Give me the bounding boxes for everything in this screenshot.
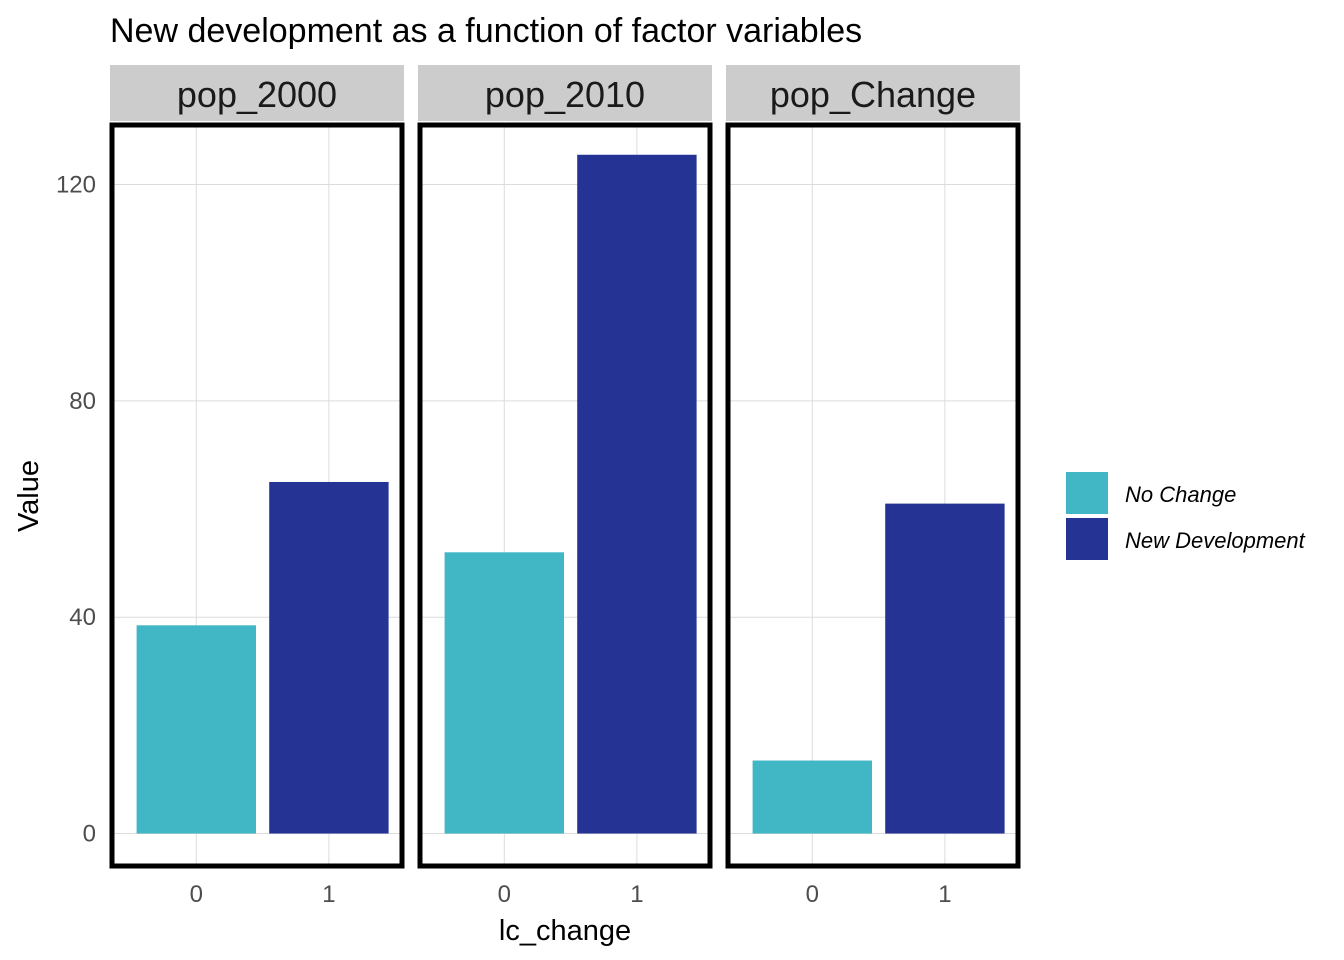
bar [136, 625, 256, 834]
panel-border [109, 122, 405, 869]
bar [269, 481, 389, 834]
x-axis-title: lc_change [499, 915, 631, 947]
facet-strip [110, 65, 404, 121]
facet-strip [418, 65, 712, 121]
bar [885, 503, 1005, 834]
x-tick-label: 0 [806, 881, 819, 908]
legend-swatch [1066, 472, 1108, 514]
facet-panels: pop_2000 0 1 pop_2010 0 1 pop_Change 0 1 [109, 65, 1021, 908]
legend-swatch [1066, 518, 1108, 560]
panel-border [725, 122, 1021, 869]
facet-panel: pop_2010 0 1 [417, 65, 713, 908]
bar [444, 552, 564, 834]
legend-label: New Development [1125, 528, 1306, 553]
x-tick-label: 1 [938, 881, 951, 908]
x-tick-label: 1 [322, 881, 335, 908]
facet-strip [726, 65, 1020, 121]
bar [577, 154, 697, 834]
x-tick-label: 0 [190, 881, 203, 908]
y-tick-label: 0 [83, 821, 96, 848]
y-tick-label: 120 [56, 171, 96, 198]
facet-strip-label: pop_2000 [177, 74, 337, 115]
legend-label: No Change [1125, 482, 1236, 507]
facet-strip-label: pop_2010 [485, 74, 645, 115]
panel-border [417, 122, 713, 869]
chart-title: New development as a function of factor … [110, 12, 862, 50]
bar [752, 760, 872, 834]
y-tick-label: 40 [69, 604, 96, 631]
legend-item: No Change [1066, 472, 1236, 514]
facet-panel: pop_Change 0 1 [725, 65, 1021, 908]
facet-strip-label: pop_Change [770, 74, 976, 115]
x-tick-label: 0 [498, 881, 511, 908]
x-tick-label: 1 [630, 881, 643, 908]
facet-panel: pop_2000 0 1 [109, 65, 405, 908]
y-axis-title: Value [13, 460, 45, 532]
legend-item: New Development [1066, 518, 1306, 560]
legend: No Change New Development [1066, 472, 1306, 560]
y-axis: 0 40 80 120 [56, 171, 96, 847]
y-tick-label: 80 [69, 388, 96, 415]
